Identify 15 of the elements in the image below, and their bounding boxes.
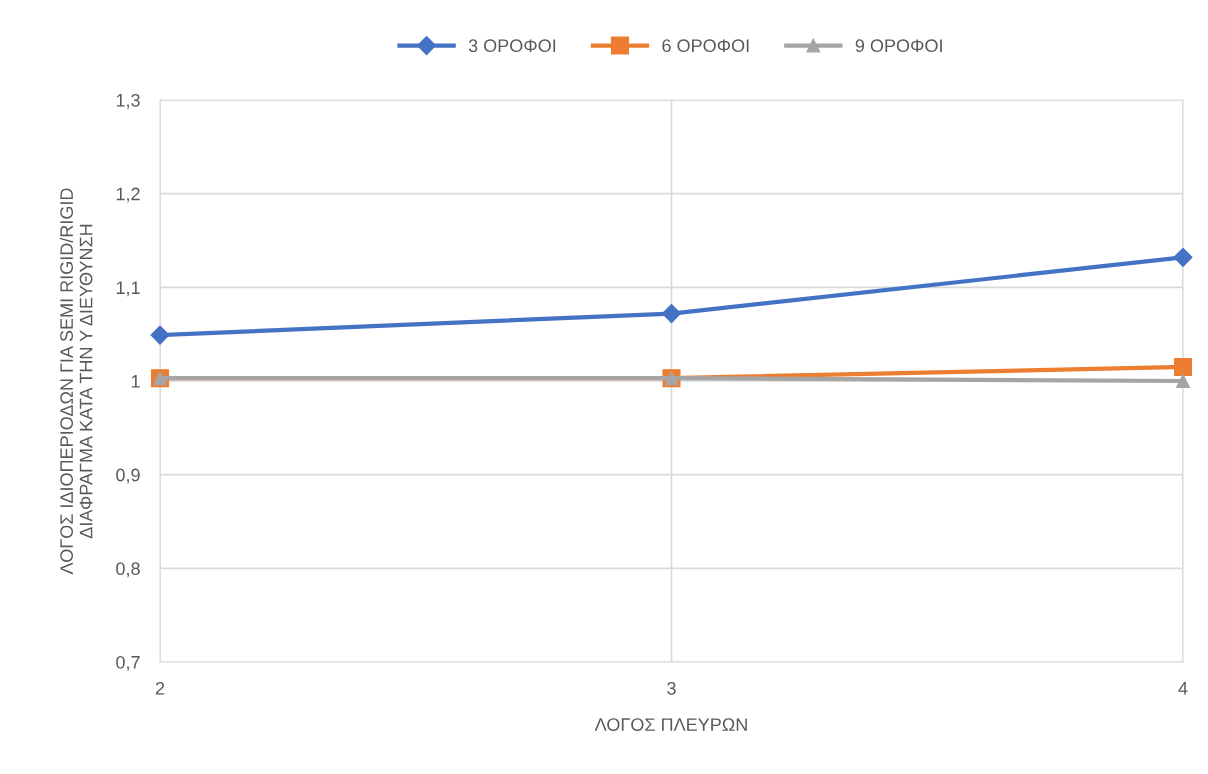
y-tick-label: 0,9 [116,468,140,484]
y-tick-label: 1 [131,375,140,388]
x-axis-title: ΛΟΓΟΣ ΠΛΕΥΡΩΝ [594,718,747,731]
legend-label: 9 ΟΡΟΦΟΙ [855,39,942,53]
x-tick-label: 3 [667,681,676,695]
y-tick-label: 1,3 [116,93,140,109]
y-axis-title: ΛΟΓΟΣ ΙΔΙΟΠΕΡΙΟΔΩΝ ΓΙΑ SEMI RIGID/RIGID ΔΙΑΦΡΑΓΜΑ ΚΑΤΑ ΤΗΝ Υ ΔΙΕΥΘΥΝΣΗ [59,188,93,575]
x-tick-label: 4 [1178,682,1188,695]
y-tick-label: 0,7 [116,655,140,671]
x-tick-label: 2 [155,681,165,695]
y-tick-label: 1,2 [116,187,140,203]
y-tick-label: 0,8 [116,562,140,578]
legend-label: 3 ΟΡΟΦΟΙ [468,39,556,53]
legend-label: 6 ΟΡΟΦΟΙ [662,39,749,53]
y-tick-label: 1,1 [116,281,140,297]
